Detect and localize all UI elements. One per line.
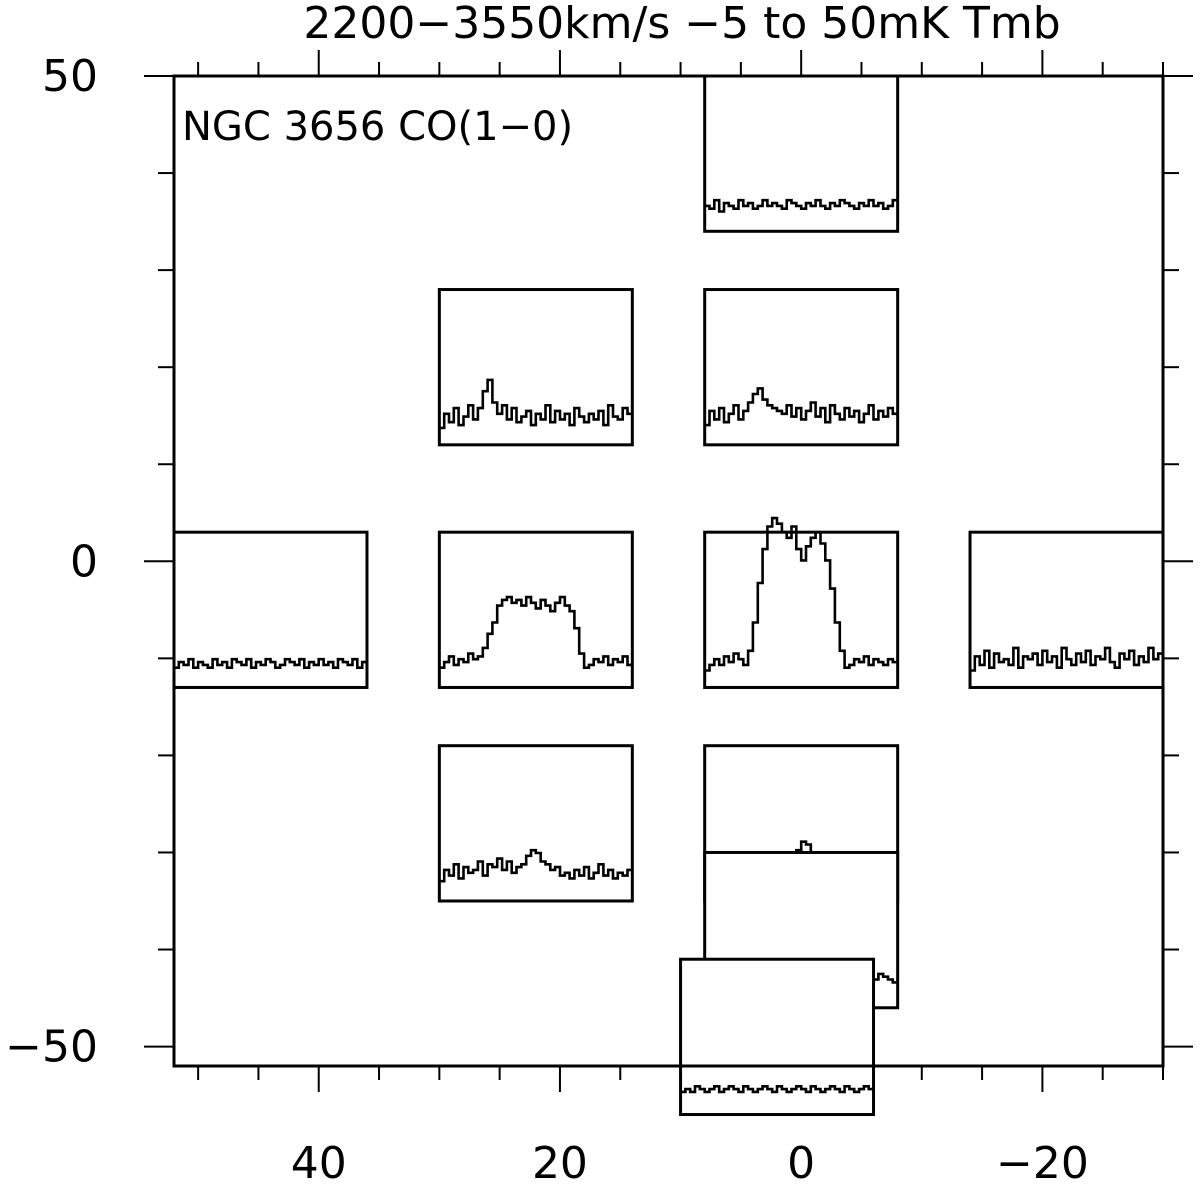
spectrum-panel xyxy=(437,530,634,689)
panel-frame xyxy=(968,530,1165,689)
x-tick-label: −20 xyxy=(996,1138,1089,1187)
plot-frame xyxy=(172,74,1165,1068)
spectrum-panel xyxy=(968,530,1165,689)
spectrum-panels xyxy=(172,74,1165,1117)
spectrum-panel xyxy=(437,744,634,903)
y-tick-label: 0 xyxy=(70,536,98,587)
spectrum-line xyxy=(970,646,1163,672)
axis-tick-labels: 40 20 0 −20 50 0 −50 xyxy=(5,51,1089,1187)
spectrum-panel xyxy=(679,957,876,1117)
spectrum-panel xyxy=(703,74,900,233)
panel-frame xyxy=(703,288,900,447)
spectrum-line xyxy=(704,198,898,213)
panel-frame xyxy=(437,744,634,903)
spectrum-line xyxy=(680,1085,874,1094)
chart-title: 2200−3550km/s −5 to 50mK Tmb xyxy=(303,0,1060,49)
spectrum-panel xyxy=(703,516,900,689)
spectrum-line xyxy=(439,378,633,430)
spectrum-panel xyxy=(172,530,369,689)
panel-frame xyxy=(437,530,634,689)
x-tick-label: 40 xyxy=(291,1138,347,1187)
spectrum-panel xyxy=(437,288,634,447)
spectrum-line xyxy=(439,595,633,669)
spectrum-line xyxy=(174,657,367,669)
spectrum-line xyxy=(439,848,633,883)
y-tick-label: −50 xyxy=(5,1022,98,1073)
x-tick-label: 0 xyxy=(787,1138,815,1187)
spectrum-line xyxy=(704,387,898,427)
x-tick-label: 20 xyxy=(532,1138,588,1187)
chart-annotation: NGC 3656 CO(1−0) xyxy=(182,104,573,150)
y-tick-label: 50 xyxy=(42,51,98,102)
spectrum-panel xyxy=(703,288,900,447)
spectrum-line xyxy=(704,516,898,672)
